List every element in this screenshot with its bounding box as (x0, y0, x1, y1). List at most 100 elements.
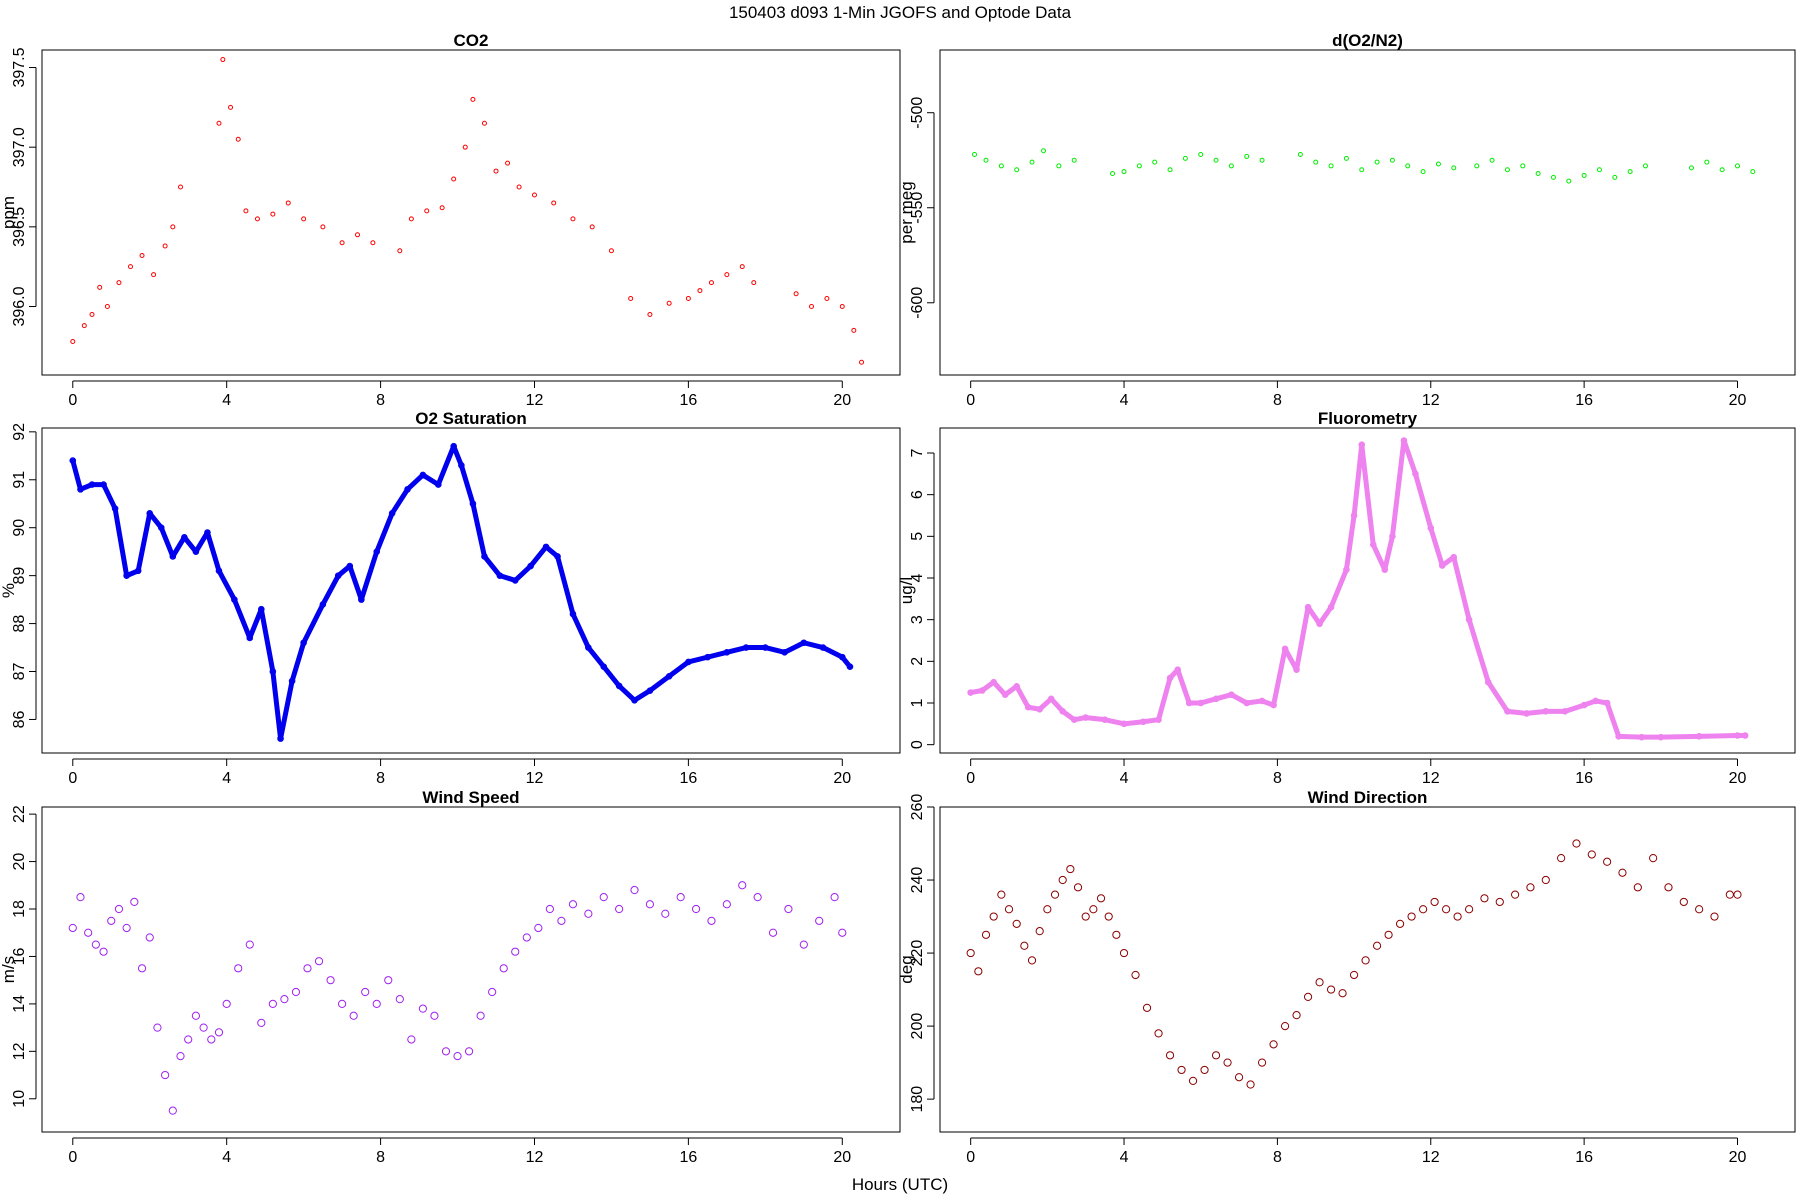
data-point (1480, 894, 1489, 903)
data-point (978, 687, 986, 694)
x-tick-label: 20 (833, 770, 851, 787)
data-point (1112, 930, 1121, 939)
data-point (157, 524, 165, 532)
data-point (1177, 1065, 1186, 1075)
data-series-o2sat (69, 442, 854, 742)
data-point (303, 964, 312, 973)
data-point (1679, 897, 1688, 907)
data-point (1581, 172, 1587, 178)
y-axis-label: ug/l (897, 577, 916, 604)
data-point (162, 243, 168, 249)
data-series-do2n2 (972, 148, 1756, 184)
data-point (1066, 864, 1075, 874)
data-point (830, 893, 839, 902)
chart-panel-o2sat: O2 Saturation% 0 4 8 12 16 20 86 87 88 89 90 91 92 (0, 409, 901, 787)
data-point (361, 987, 370, 997)
data-point (116, 280, 122, 286)
data-point (1453, 912, 1462, 921)
x-tick-label: 20 (1729, 392, 1747, 409)
data-point (838, 928, 847, 937)
data-point (1343, 155, 1349, 161)
panel-title: O2 Saturation (415, 409, 526, 428)
data-point (1372, 941, 1382, 950)
y-axis-label: ppm (0, 196, 18, 229)
data-point (1246, 1080, 1255, 1089)
data-point (220, 57, 226, 63)
chart-panel-windspeed: Wind Speed m/s 0 4 8 12 16 20 10 12 14 16 18 20 22 (0, 788, 901, 1166)
y-axis-label: % (0, 583, 18, 598)
data-point (646, 687, 654, 694)
data-point (395, 995, 404, 1004)
data-point (184, 1035, 193, 1044)
data-point (254, 216, 260, 222)
y-axis: 86 87 88 89 90 91 92 (11, 423, 37, 728)
data-point (628, 296, 634, 302)
data-point (966, 948, 975, 958)
data-point (346, 562, 354, 570)
data-point (589, 224, 595, 230)
data-point (235, 136, 241, 142)
data-point (326, 976, 335, 985)
data-point (1557, 854, 1566, 863)
data-point (1013, 683, 1020, 690)
data-point (1043, 905, 1052, 914)
data-point (531, 192, 537, 198)
data-point (1281, 645, 1289, 653)
data-point (1638, 733, 1645, 741)
data-point (216, 120, 222, 126)
data-point (1228, 163, 1234, 169)
x-tick-label: 8 (1273, 1149, 1282, 1166)
y-tick-label: 7 (909, 448, 926, 457)
data-point (1489, 157, 1495, 163)
data-point (1618, 868, 1627, 877)
data-point (1120, 720, 1128, 728)
data-point (151, 272, 157, 278)
data-point (439, 205, 445, 211)
x-tick-label: 12 (526, 1149, 544, 1166)
data-point (169, 553, 177, 560)
data-point (1257, 1058, 1267, 1067)
x-tick-label: 20 (833, 1149, 851, 1166)
x-tick-label: 8 (1273, 392, 1282, 409)
data-point (146, 510, 154, 517)
data-point (1361, 956, 1370, 965)
x-tick-label: 16 (1575, 770, 1593, 787)
data-point (554, 553, 561, 560)
data-point (397, 248, 403, 254)
data-point (1474, 163, 1480, 169)
data-point (615, 904, 624, 914)
data-point (1381, 566, 1389, 573)
data-point (1438, 562, 1446, 569)
data-point (100, 481, 107, 488)
data-point (127, 264, 133, 270)
data-point (781, 649, 788, 656)
data-point (1465, 905, 1474, 914)
data-point (320, 224, 326, 230)
data-point (88, 481, 96, 488)
data-point (1504, 708, 1511, 715)
data-point (451, 176, 457, 182)
data-point (1073, 883, 1083, 892)
y-tick-label: 18 (11, 900, 28, 918)
x-tick-label: 16 (1575, 1149, 1593, 1166)
data-point (1059, 708, 1066, 715)
data-point (481, 120, 487, 126)
data-point (199, 1023, 208, 1032)
y-tick-label: 90 (11, 519, 28, 537)
data-point (168, 1106, 177, 1115)
data-point (270, 211, 276, 217)
x-tick-label: 0 (966, 1149, 975, 1166)
plot-frame (939, 427, 1796, 754)
data-point (1071, 157, 1077, 163)
data-point (1136, 163, 1142, 169)
data-point (243, 208, 249, 214)
data-point (584, 909, 593, 918)
data-point (1081, 912, 1090, 921)
data-point (246, 634, 254, 642)
data-point (1504, 167, 1510, 173)
data-point (1349, 970, 1359, 980)
x-axis: 0 4 8 12 16 20 (966, 1137, 1746, 1166)
data-point (228, 104, 234, 110)
data-point (1511, 890, 1520, 899)
data-point (1412, 470, 1419, 478)
